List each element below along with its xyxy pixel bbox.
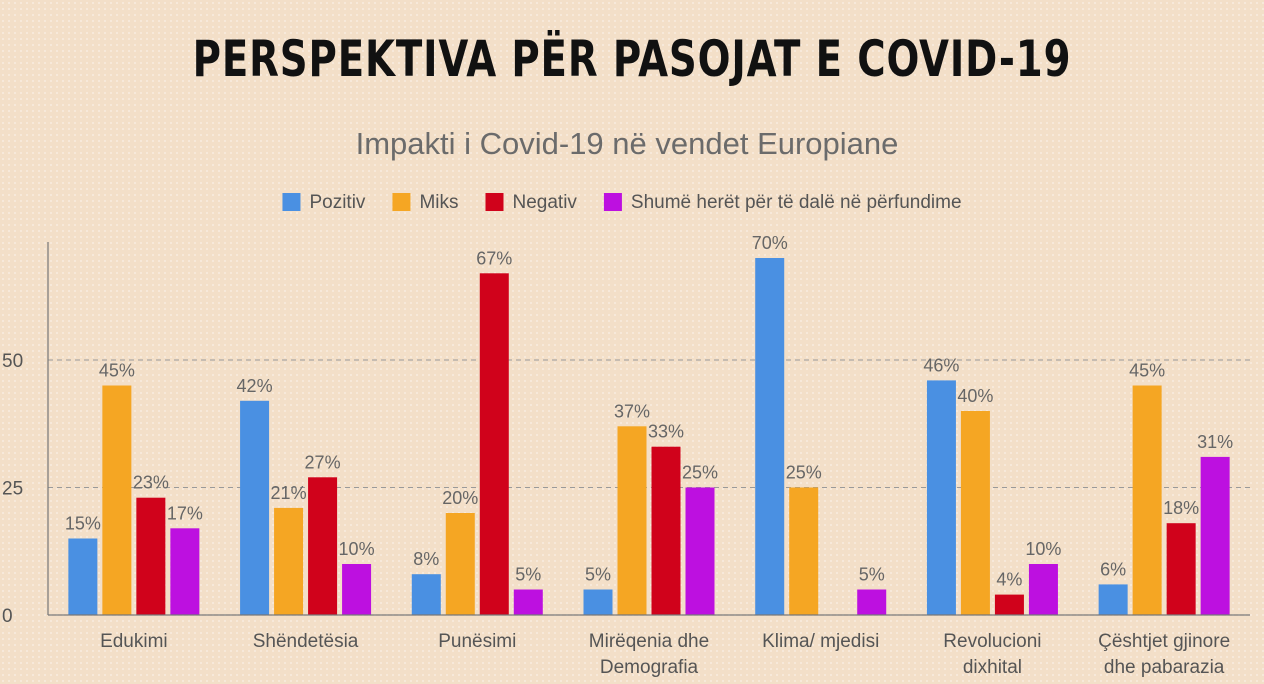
legend-item[interactable]: Pozitiv bbox=[282, 192, 366, 213]
bar bbox=[136, 497, 166, 615]
bar bbox=[789, 487, 819, 615]
data-label: 18% bbox=[1163, 498, 1199, 518]
data-label: 4% bbox=[996, 570, 1022, 590]
data-label: 5% bbox=[859, 565, 885, 585]
data-label: 31% bbox=[1197, 432, 1233, 452]
legend-label: Shumë herët për të dalë në përfundime bbox=[631, 192, 962, 213]
legend-item[interactable]: Shumë herët për të dalë në përfundime bbox=[603, 192, 962, 213]
bar bbox=[857, 589, 887, 615]
bar bbox=[994, 594, 1024, 615]
legend-label: Pozitiv bbox=[309, 192, 365, 213]
bar bbox=[583, 589, 613, 615]
bar bbox=[411, 574, 441, 615]
data-label: 40% bbox=[957, 386, 993, 406]
x-tick-label: dixhital bbox=[963, 657, 1022, 678]
y-tick-label: 25 bbox=[2, 479, 23, 500]
chart-legend: Pozitiv Miks Negativ Shumë herët për të dal… bbox=[282, 192, 962, 213]
data-label: 37% bbox=[614, 401, 650, 421]
legend-label: Negativ bbox=[513, 192, 578, 213]
data-label: 33% bbox=[648, 422, 684, 442]
data-label: 17% bbox=[167, 503, 203, 523]
x-tick-label: Punësimi bbox=[438, 631, 516, 652]
data-label: 27% bbox=[305, 452, 341, 472]
legend-label: Miks bbox=[419, 192, 458, 213]
bar bbox=[1166, 523, 1196, 615]
x-tick-label: Demografia bbox=[600, 657, 699, 678]
x-tick-label: Mirëqenia dhe bbox=[589, 631, 709, 652]
page-title: PERSPEKTIVA PËR PASOJAT E COVID-19 bbox=[192, 30, 1072, 88]
bar bbox=[685, 487, 715, 615]
legend-swatch bbox=[392, 193, 411, 211]
bar bbox=[960, 411, 990, 615]
data-label: 70% bbox=[752, 233, 788, 253]
x-tick-label: Klima/ mjedisi bbox=[762, 631, 879, 652]
x-tick-label: Revolucioni bbox=[943, 631, 1041, 652]
data-label: 45% bbox=[99, 361, 135, 381]
bar bbox=[445, 513, 475, 615]
x-tick-label: Çështjet gjinore bbox=[1098, 631, 1230, 652]
legend-item[interactable]: Miks bbox=[392, 192, 459, 213]
data-label: 25% bbox=[682, 463, 718, 483]
legend-swatch bbox=[485, 193, 504, 211]
bar bbox=[68, 538, 98, 615]
bar bbox=[170, 528, 200, 615]
data-label: 15% bbox=[65, 514, 101, 534]
data-label: 20% bbox=[442, 488, 478, 508]
y-tick-label: 0 bbox=[2, 606, 13, 627]
chart-axes: 0 25 50 Edukimi Shëndetësia Punësimi Mirëqenia… bbox=[2, 242, 1250, 678]
x-tick-label: Edukimi bbox=[100, 631, 168, 652]
bar bbox=[274, 507, 304, 615]
bar bbox=[513, 589, 543, 615]
legend-item[interactable]: Negativ bbox=[485, 192, 578, 213]
data-label: 5% bbox=[515, 565, 541, 585]
bar bbox=[240, 400, 270, 615]
data-label: 10% bbox=[339, 539, 375, 559]
data-label: 25% bbox=[786, 463, 822, 483]
bar bbox=[1098, 584, 1128, 615]
bar bbox=[1200, 456, 1230, 615]
data-label: 8% bbox=[413, 549, 439, 569]
y-tick-label: 50 bbox=[2, 351, 23, 372]
data-label: 6% bbox=[1100, 559, 1126, 579]
bar bbox=[342, 564, 372, 615]
data-label: 67% bbox=[476, 248, 512, 268]
bar bbox=[308, 477, 338, 615]
data-label: 23% bbox=[133, 473, 169, 493]
data-label: 10% bbox=[1025, 539, 1061, 559]
legend-swatch bbox=[282, 193, 301, 211]
bar bbox=[479, 273, 509, 615]
bar bbox=[926, 380, 956, 615]
bar bbox=[102, 385, 132, 615]
data-label: 21% bbox=[271, 483, 307, 503]
bar bbox=[1028, 564, 1058, 615]
x-tick-label: Shëndetësia bbox=[253, 631, 359, 652]
data-label: 46% bbox=[923, 355, 959, 375]
data-label: 5% bbox=[585, 565, 611, 585]
bar bbox=[651, 446, 681, 615]
legend-swatch bbox=[603, 193, 622, 211]
chart-bars: 15%45%23%17%42%21%27%10%8%20%67%5% 5%37%3… bbox=[65, 233, 1233, 615]
x-tick-label: dhe pabarazia bbox=[1104, 657, 1225, 678]
bar bbox=[755, 258, 785, 615]
data-label: 45% bbox=[1129, 361, 1165, 381]
chart-subtitle: Impakti i Covid-19 në vendet Europiane bbox=[356, 126, 899, 161]
bar bbox=[617, 426, 647, 615]
data-label: 42% bbox=[237, 376, 273, 396]
bar bbox=[1132, 385, 1162, 615]
